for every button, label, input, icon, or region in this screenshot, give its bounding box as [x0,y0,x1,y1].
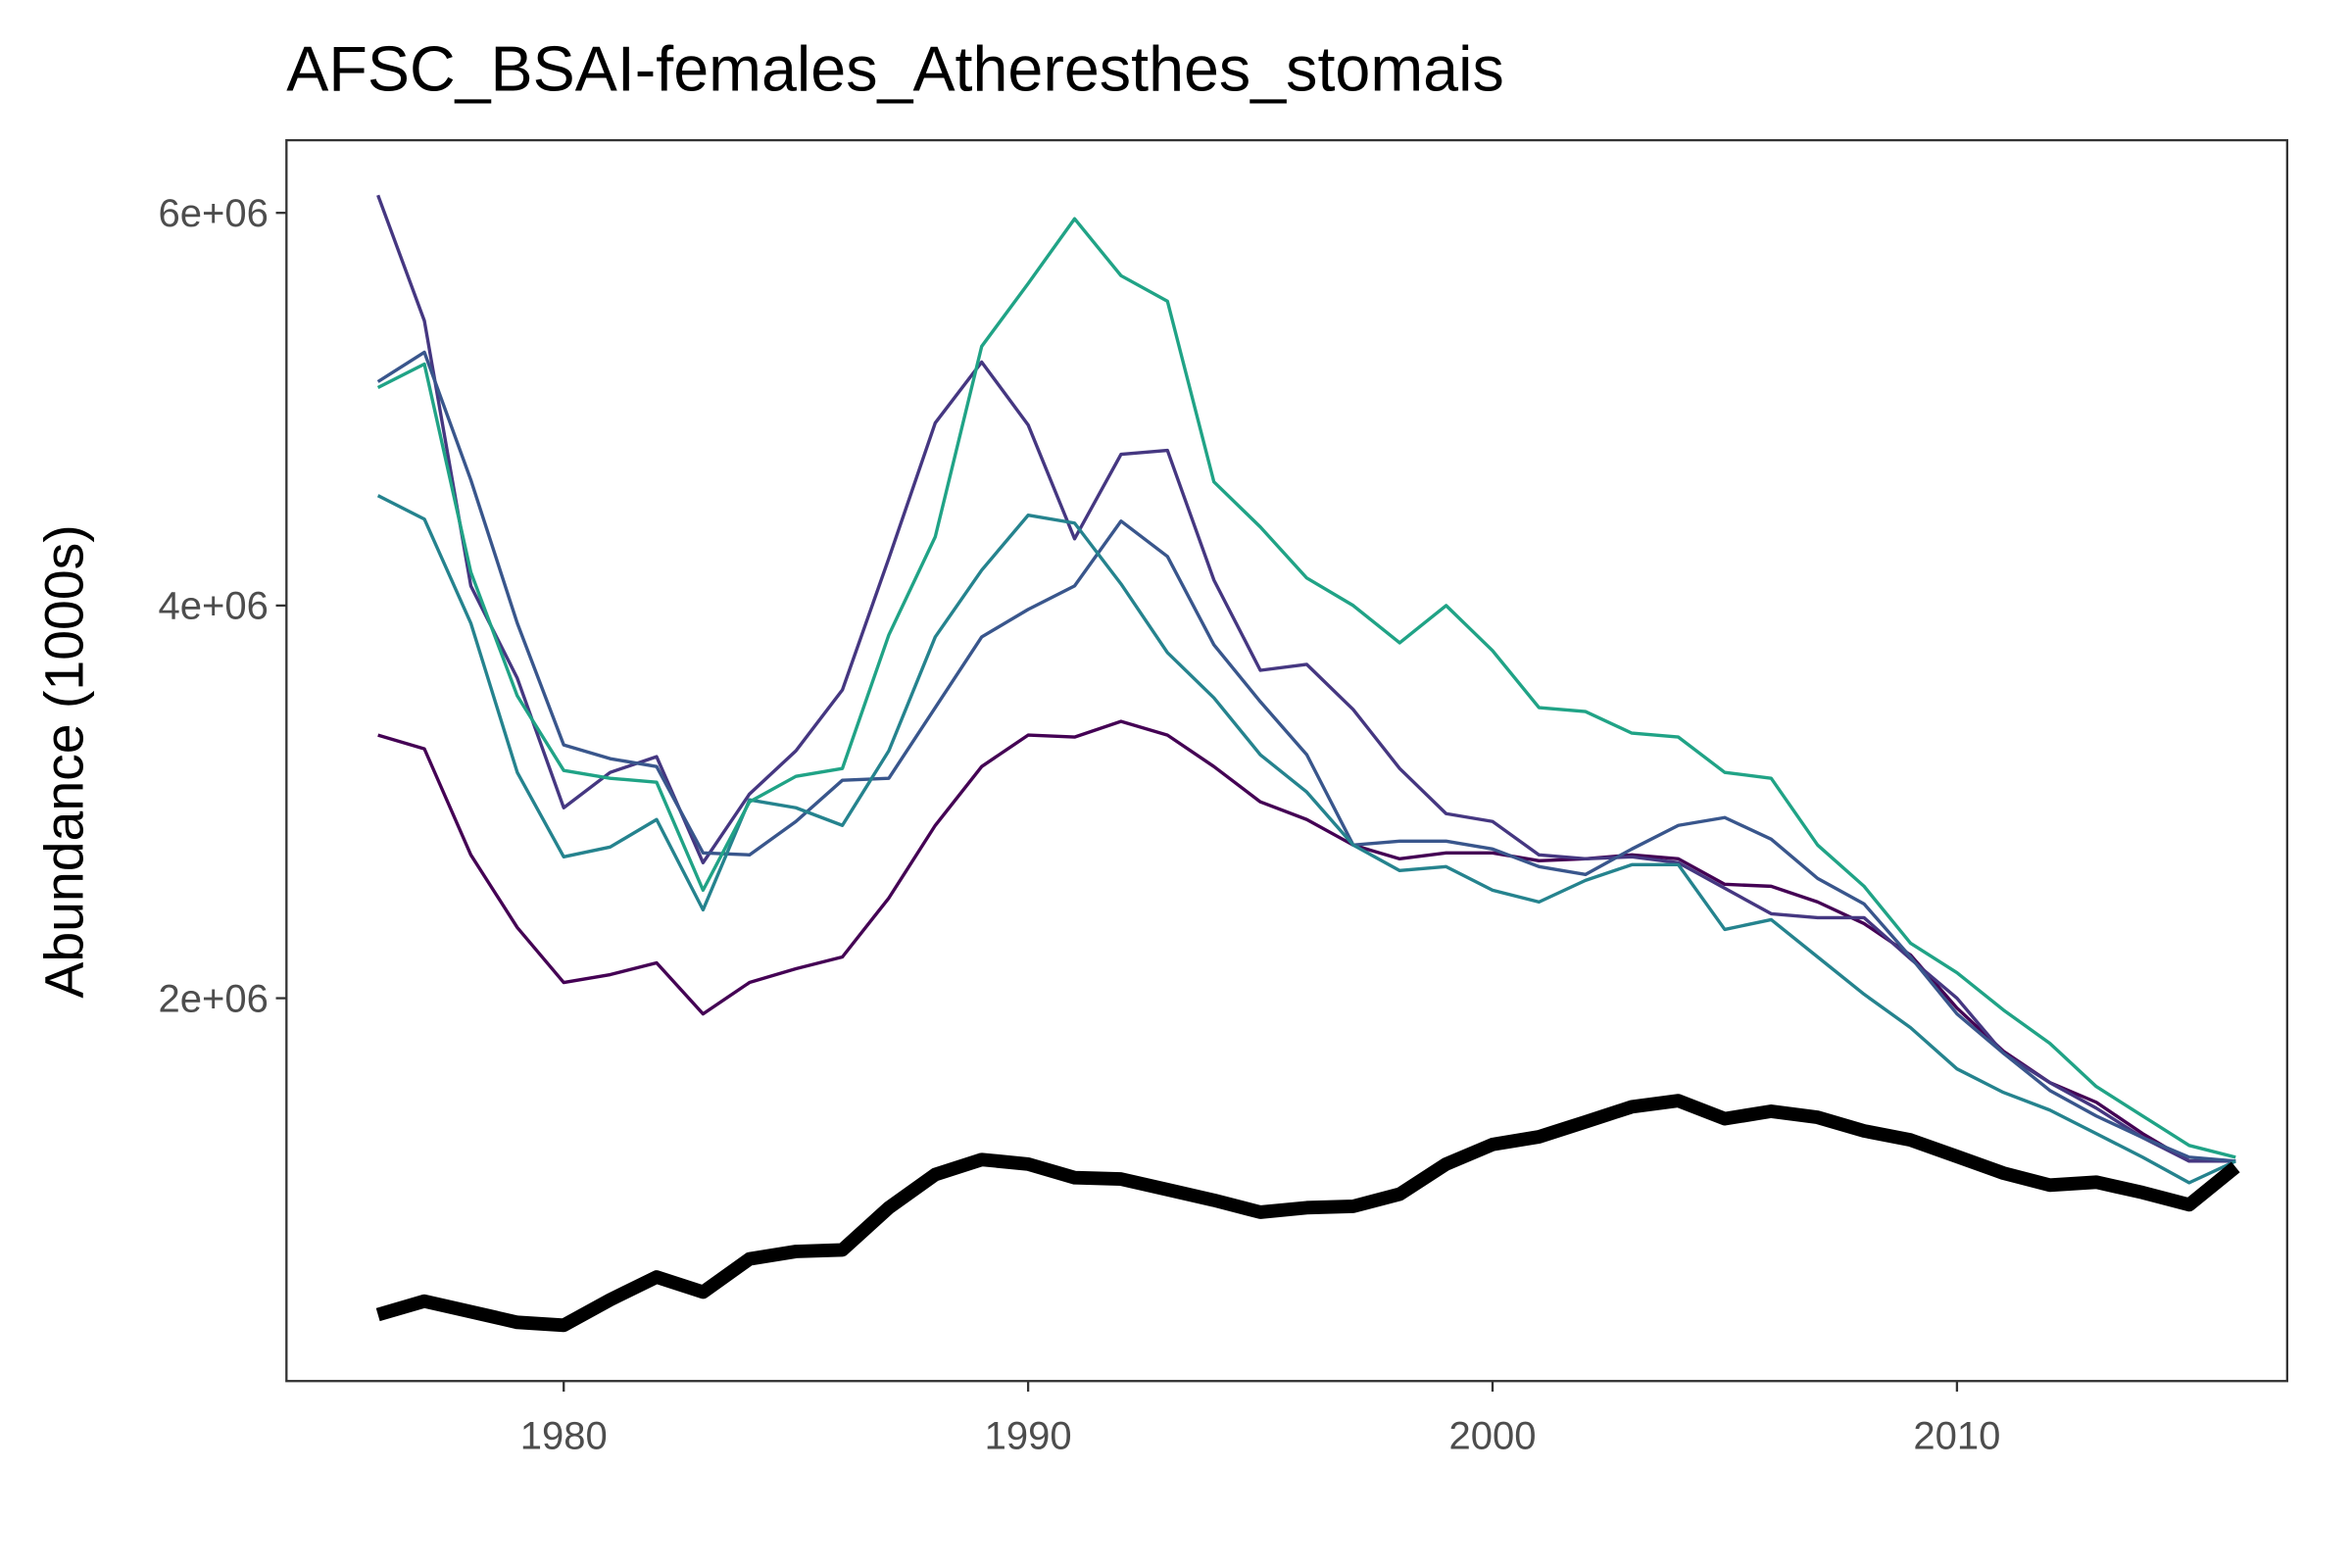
y-axis-label: Abundance (1000s) [34,524,95,998]
x-tick-label: 1990 [985,1414,1072,1457]
series-line [375,1094,2240,1333]
y-tick-label: 6e+06 [159,192,269,235]
series-line [376,350,2236,1163]
x-tick-label: 2010 [1913,1414,2000,1457]
panel-border [285,138,2288,1383]
series-line [376,494,2236,1185]
y-tick-label: 2e+06 [159,977,269,1020]
x-tick-label: 1980 [520,1414,608,1457]
series-line [376,217,2236,1159]
x-tick-label: 2000 [1449,1414,1537,1457]
chart-title: AFSC_BSAI-females_Atheresthes_stomais [286,33,1503,104]
series-line [376,194,2236,1163]
y-tick-label: 4e+06 [159,585,269,628]
series-line [377,719,2236,1163]
